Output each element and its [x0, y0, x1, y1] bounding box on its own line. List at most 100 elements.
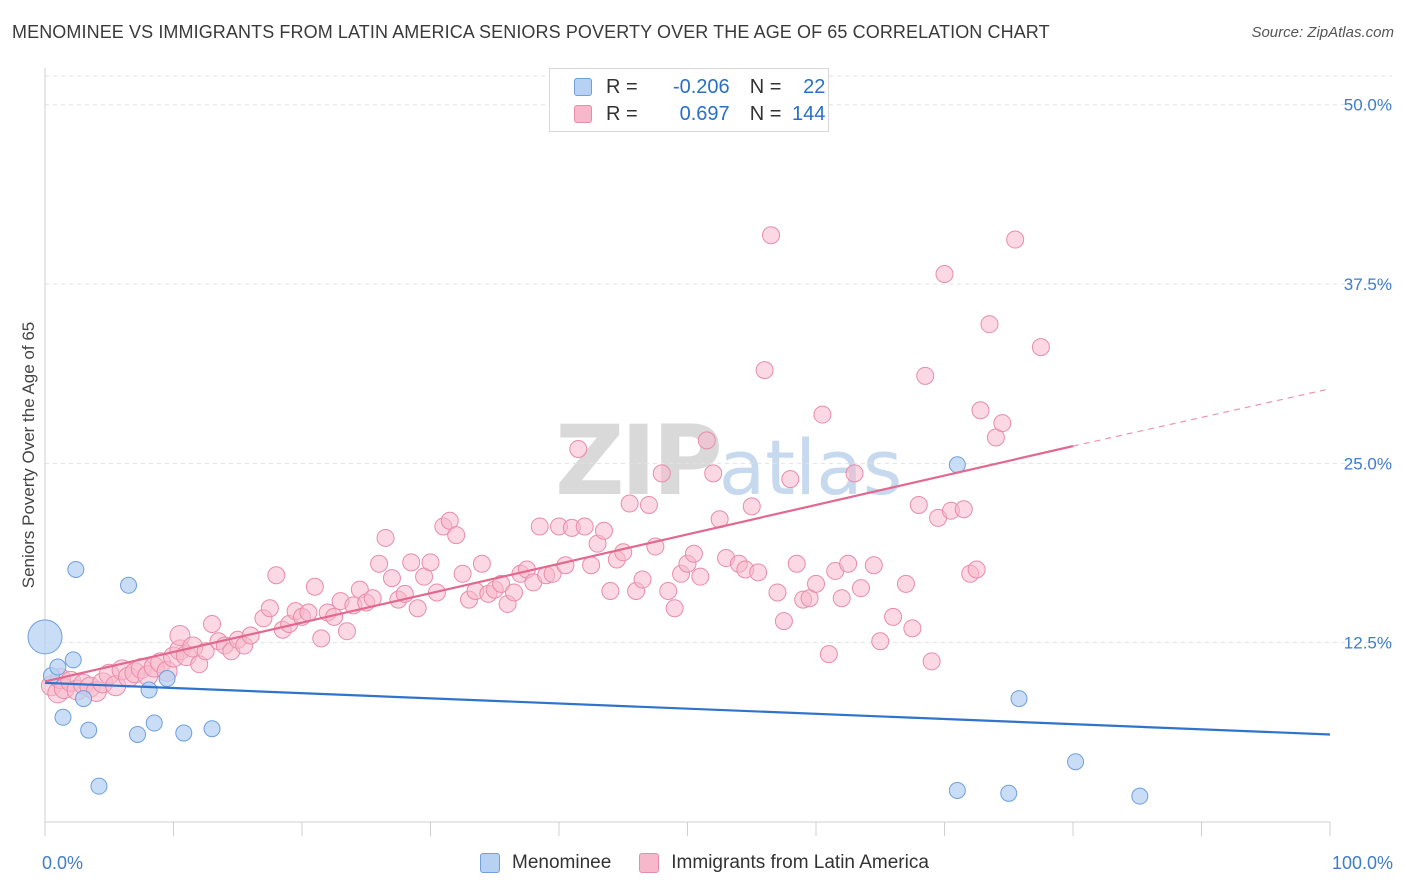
- watermark-zip: ZIP: [555, 405, 723, 517]
- immigrants-point: [864, 556, 883, 575]
- immigrants-point: [742, 497, 761, 516]
- legend-label-menominee: Menominee: [512, 852, 612, 873]
- menominee-point: [203, 720, 221, 738]
- immigrants-point: [1031, 338, 1050, 357]
- immigrants-point: [633, 570, 652, 589]
- menominee-point: [1000, 784, 1018, 802]
- menominee-point: [67, 561, 85, 579]
- immigrants-trend-line: [44, 445, 1074, 683]
- watermark: ZIPatlas: [555, 405, 902, 517]
- immigrants-trend-extension: [1072, 388, 1331, 447]
- immigrants-point: [382, 569, 401, 588]
- immigrants-point: [755, 361, 774, 380]
- immigrants-point: [665, 599, 684, 618]
- x-tick-label: 0.0%: [42, 853, 83, 873]
- watermark-atlas: atlas: [718, 423, 903, 512]
- legend-swatch-immigrants: [639, 853, 660, 873]
- immigrants-point: [749, 563, 768, 582]
- immigrants-point: [774, 612, 793, 631]
- chart-title: MENOMINEE VS IMMIGRANTS FROM LATIN AMERI…: [12, 22, 1050, 42]
- immigrants-point: [884, 607, 903, 626]
- menominee-point: [90, 777, 108, 795]
- legend-row-immigrants: R = 0.697 N = 144: [574, 102, 825, 126]
- immigrants-point: [447, 526, 466, 545]
- legend-n-value-immigrants: 144: [792, 102, 826, 125]
- immigrants-point: [601, 582, 620, 601]
- immigrants-point: [196, 642, 215, 661]
- immigrants-point: [594, 521, 613, 540]
- immigrants-point: [832, 589, 851, 608]
- immigrants-point: [935, 264, 954, 283]
- immigrants-point: [260, 599, 279, 618]
- immigrants-point: [530, 517, 549, 536]
- legend-n-label: N =: [749, 102, 782, 125]
- menominee-point: [75, 690, 93, 708]
- immigrants-point: [839, 554, 858, 573]
- immigrants-point: [704, 464, 723, 483]
- menominee-point: [145, 714, 163, 732]
- immigrants-point: [954, 500, 973, 519]
- immigrants-point: [472, 554, 491, 573]
- immigrants-point: [337, 622, 356, 641]
- menominee-trend-line: [44, 681, 1331, 736]
- immigrants-point: [203, 615, 222, 634]
- menominee-point: [64, 651, 82, 669]
- menominee-point: [1010, 690, 1028, 708]
- immigrants-point: [639, 495, 658, 514]
- immigrants-point: [993, 414, 1012, 433]
- immigrants-point: [652, 464, 671, 483]
- immigrants-point: [312, 629, 331, 648]
- legend-swatch-blue: [574, 78, 592, 96]
- immigrants-point: [967, 560, 986, 579]
- y-tick-label: 37.5%: [1344, 275, 1392, 294]
- correlation-legend: R = -0.206 N = 22 R = 0.697 N = 144: [549, 68, 829, 132]
- immigrants-point: [505, 583, 524, 602]
- immigrants-point: [421, 553, 440, 572]
- immigrants-point: [453, 564, 472, 583]
- immigrants-point: [871, 632, 890, 651]
- immigrants-point: [556, 556, 575, 575]
- immigrants-point: [492, 574, 511, 593]
- immigrants-point: [813, 405, 832, 424]
- immigrants-point: [1006, 230, 1025, 249]
- immigrants-point: [807, 574, 825, 593]
- immigrants-point: [299, 603, 318, 622]
- y-axis-label: Seniors Poverty Over the Age of 65: [19, 322, 38, 588]
- immigrants-point: [620, 494, 639, 513]
- immigrants-point: [916, 366, 935, 385]
- y-tick-label: 50.0%: [1344, 96, 1392, 115]
- immigrants-point: [787, 554, 806, 573]
- menominee-point: [1131, 787, 1149, 805]
- immigrants-point: [408, 599, 427, 618]
- immigrants-point: [575, 517, 594, 536]
- immigrants-point: [376, 528, 395, 547]
- legend-n-label: N =: [749, 75, 782, 98]
- menominee-point: [175, 724, 193, 742]
- immigrants-point: [614, 543, 633, 562]
- immigrants-point: [909, 495, 928, 514]
- immigrants-point: [659, 582, 678, 601]
- source-label: Source: ZipAtlas.com: [1251, 24, 1394, 41]
- immigrants-point: [267, 566, 286, 585]
- legend-r-value-menominee: -0.206: [672, 75, 730, 98]
- immigrants-point: [697, 431, 716, 450]
- immigrants-point: [684, 544, 703, 563]
- immigrants-point: [370, 554, 389, 573]
- immigrants-point: [402, 553, 421, 572]
- legend-swatch-menominee: [480, 853, 500, 873]
- menominee-point: [49, 658, 67, 676]
- legend-n-value-menominee: 22: [803, 75, 826, 98]
- menominee-point: [948, 781, 966, 799]
- immigrants-point: [305, 577, 324, 596]
- menominee-point: [27, 619, 63, 655]
- menominee-point: [1067, 753, 1085, 771]
- legend-r-label: R =: [606, 102, 638, 125]
- immigrants-point: [582, 556, 601, 575]
- immigrants-point: [691, 567, 710, 586]
- menominee-point: [54, 708, 72, 726]
- legend-r-label: R =: [606, 75, 638, 98]
- legend-swatch-pink: [574, 105, 592, 123]
- immigrants-point: [762, 226, 781, 245]
- immigrants-point: [768, 583, 787, 602]
